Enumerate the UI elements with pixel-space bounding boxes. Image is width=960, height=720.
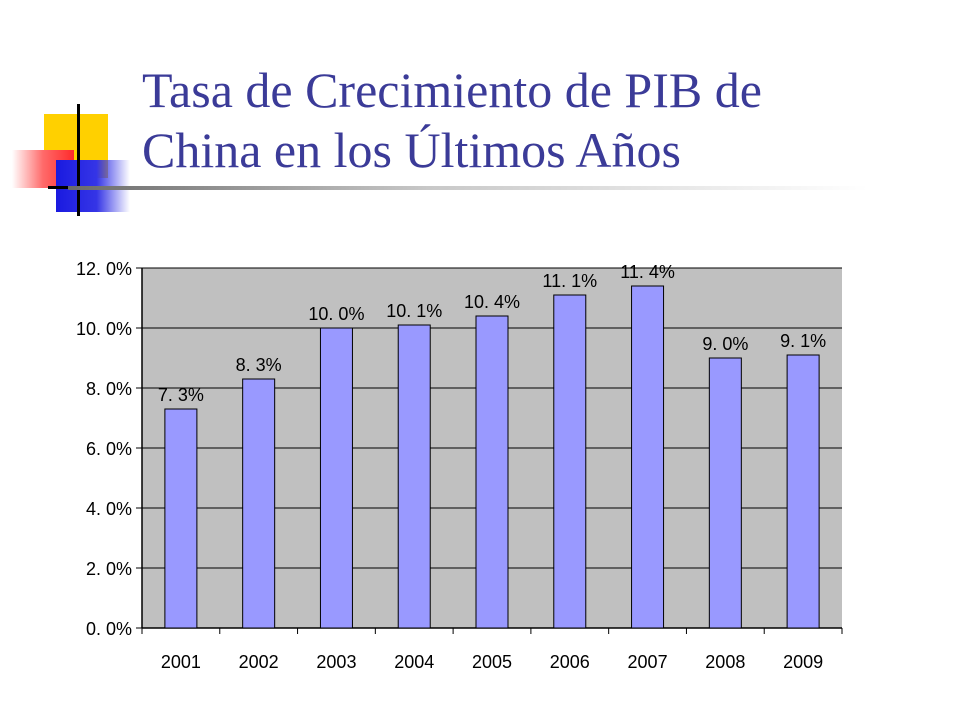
x-tick-label: 2002 [239, 652, 279, 672]
slide-title-line-1: Tasa de Crecimiento de PIB de [142, 62, 762, 118]
data-label: 11. 1% [542, 271, 597, 291]
data-label: 10. 4% [464, 292, 520, 312]
bar [475, 315, 509, 629]
bar [708, 357, 742, 629]
y-tick-label: 0. 0% [86, 619, 132, 639]
y-tick-label: 12. 0% [76, 259, 132, 279]
data-label: 7. 3% [158, 385, 204, 405]
bar [164, 408, 198, 629]
data-label: 9. 1% [780, 331, 826, 351]
bar [319, 327, 353, 629]
bar [242, 378, 276, 629]
data-label: 10. 1% [386, 301, 442, 321]
x-tick-label: 2006 [550, 652, 590, 672]
y-tick-label: 2. 0% [86, 559, 132, 579]
x-tick-label: 2003 [316, 652, 356, 672]
x-tick-label: 2005 [472, 652, 512, 672]
data-label: 8. 3% [236, 355, 282, 375]
y-tick-label: 8. 0% [86, 379, 132, 399]
bar [397, 324, 431, 629]
bar [786, 354, 820, 629]
x-tick-label: 2007 [628, 652, 668, 672]
data-label: 10. 0% [308, 304, 364, 324]
slide-title-line-2: China en los Últimos Años [142, 122, 681, 178]
title-underline [68, 186, 868, 190]
y-tick-label: 4. 0% [86, 499, 132, 519]
bar [631, 285, 665, 629]
x-tick-label: 2008 [705, 652, 745, 672]
deco-vertical-line [77, 104, 80, 216]
data-label: 9. 0% [702, 334, 748, 354]
slide-title: Tasa de Crecimiento de PIB de China en l… [142, 60, 922, 180]
x-tick-label: 2001 [161, 652, 201, 672]
x-tick-label: 2004 [394, 652, 434, 672]
bar [553, 294, 587, 629]
y-tick-label: 6. 0% [86, 439, 132, 459]
y-tick-label: 10. 0% [76, 319, 132, 339]
x-tick-label: 2009 [783, 652, 823, 672]
data-label: 11. 4% [620, 262, 675, 282]
